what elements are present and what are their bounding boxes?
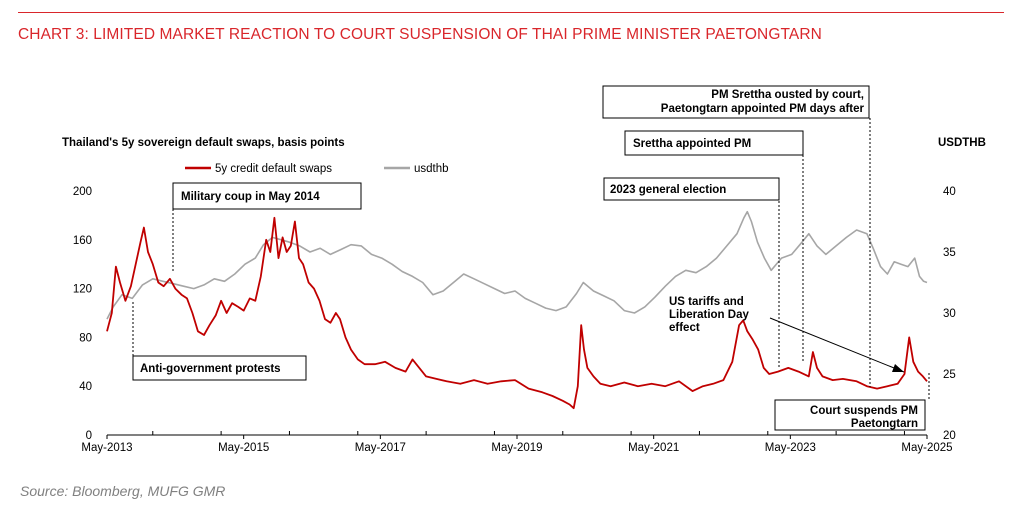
y-right-tick-label: 20 [943,430,956,442]
y-left-tick-label: 160 [73,235,92,247]
annotation-text-tariffs: Liberation Day [669,309,749,321]
y-right-tick-label: 35 [943,247,956,259]
source-note: Source: Bloomberg, MUFG GMR [20,483,226,499]
x-tick-label: May-2017 [355,442,406,454]
y-right-tick-label: 25 [943,369,956,381]
x-tick-label: May-2015 [218,442,269,454]
top-rule [18,12,1004,13]
y-left-tick-label: 40 [79,381,92,393]
series-line-usdthb [106,210,928,320]
annotation-box-ousted [602,85,870,119]
annotation-box-suspend [774,399,926,431]
annotation-text-ousted: PM Srettha ousted by court, [711,89,864,101]
y-right-tick-label: 40 [943,186,956,198]
annotation-text-tariffs: effect [669,322,700,334]
annotation-text-coup: Military coup in May 2014 [181,191,320,203]
chart-title: CHART 3: LIMITED MARKET REACTION TO COUR… [18,26,822,43]
x-tick-label: May-2023 [765,442,816,454]
annotation-text-tariffs: US tariffs and [669,296,744,308]
x-tick-label: May-2021 [628,442,679,454]
x-tick-label: May-2025 [901,442,952,454]
y-left-axis-title: Thailand's 5y sovereign default swaps, b… [62,137,345,149]
x-tick-label: May-2013 [81,442,132,454]
legend-label-cds: 5y credit default swaps [215,163,332,175]
annotation-arrowhead-tariffs [892,364,904,372]
y-left-tick-label: 120 [73,284,92,296]
annotation-box-protests [132,355,307,381]
annotation-text-suspend: Paetongtarn [851,418,918,430]
chart-area: Thailand's 5y sovereign default swaps, b… [62,85,986,454]
annotation-box-election [603,177,780,201]
annotation-text-election: 2023 general election [610,184,726,196]
series-line-cds [106,216,928,410]
y-left-tick-label: 80 [79,332,92,344]
annotation-box-srettha [624,130,804,156]
x-tick-label: May-2019 [491,442,542,454]
legend-label-usdthb: usdthb [414,163,449,175]
annotation-text-protests: Anti-government protests [140,363,281,375]
annotation-box-coup [172,182,362,210]
annotation-arrow-tariffs [769,317,905,373]
annotation-text-srettha: Srettha appointed PM [633,138,751,150]
annotation-text-ousted: Paetongtarn appointed PM days after [661,103,865,115]
annotation-text-suspend: Court suspends PM [810,405,918,417]
y-right-tick-label: 30 [943,308,956,320]
y-left-tick-label: 200 [73,186,92,198]
y-right-axis-title: USDTHB [938,137,986,149]
y-left-tick-label: 0 [86,430,92,442]
